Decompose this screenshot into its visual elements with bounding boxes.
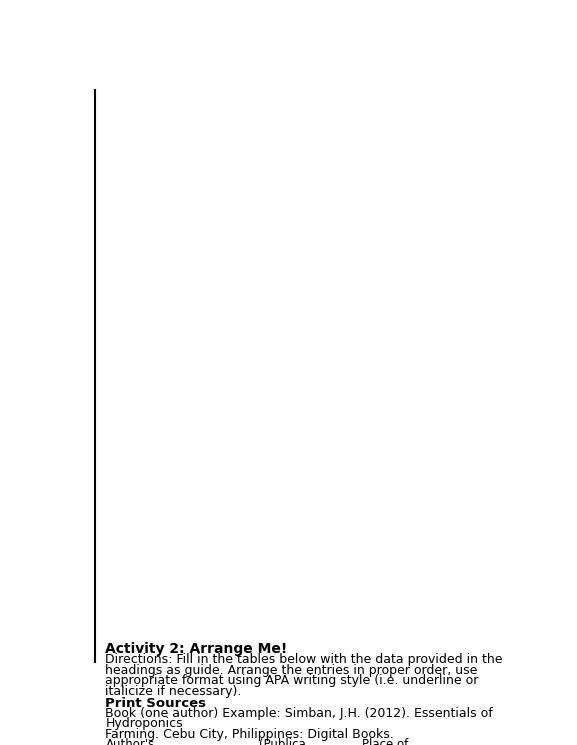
Text: Book (one author) Example: Simban, J.H. (2012). Essentials of: Book (one author) Example: Simban, J.H. … — [106, 707, 493, 720]
Text: (Publica
tion
Date): (Publica tion Date) — [258, 738, 306, 745]
Bar — [103, 741, 461, 745]
Text: Author's
Last
Name: Author's Last Name — [106, 738, 156, 745]
Text: Directions: Fill in the tables below with the data provided in the: Directions: Fill in the tables below wit… — [106, 653, 503, 667]
Text: Activity 2: Arrange Me!: Activity 2: Arrange Me! — [106, 642, 288, 656]
Text: headings as guide. Arrange the entries in proper order, use: headings as guide. Arrange the entries i… — [106, 664, 478, 676]
Text: Farming. Cebu City, Philippines: Digital Books.: Farming. Cebu City, Philippines: Digital… — [106, 728, 394, 741]
Text: Place of
Publicat
ion:: Place of Publicat ion: — [362, 738, 409, 745]
Text: italicize if necessary).: italicize if necessary). — [106, 685, 242, 697]
Text: appropriate format using APA writing style (i.e. underline or: appropriate format using APA writing sty… — [106, 674, 479, 687]
Text: Print Sources: Print Sources — [106, 697, 207, 709]
Text: Hydroponics: Hydroponics — [106, 717, 183, 730]
